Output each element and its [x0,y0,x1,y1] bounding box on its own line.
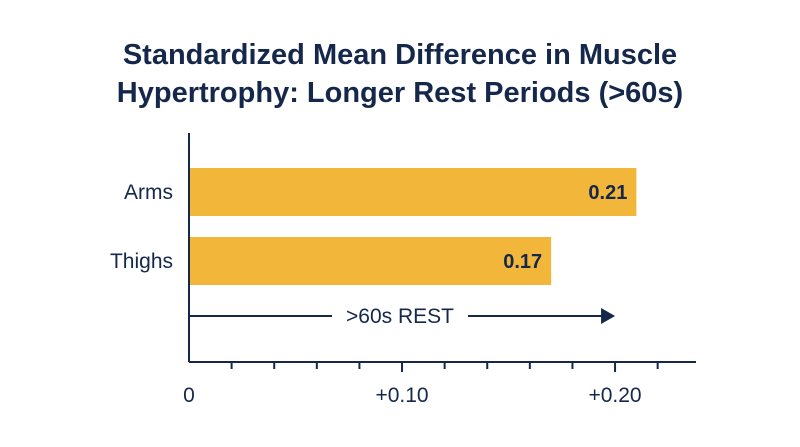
value-label-arms: 0.21 [588,182,627,204]
x-tick-label: +0.20 [588,384,641,407]
chart-title-line-1: Standardized Mean Difference in Muscle [122,39,678,71]
bar-thighs [189,237,552,285]
x-tick-label: +0.10 [375,384,428,407]
value-label-thighs: 0.17 [503,251,542,273]
category-label-arms: Arms [124,181,173,204]
chart-title-line-2: Hypertrophy: Longer Rest Periods (>60s) [116,77,684,109]
bar-arms [189,168,637,216]
x-tick-label: 0 [183,384,195,407]
annotation-label: >60s REST [346,305,454,328]
annotation-arrowhead [601,308,616,324]
chart-title: Standardized Mean Difference in Muscle H… [0,36,800,112]
category-label-thighs: Thighs [110,250,173,273]
